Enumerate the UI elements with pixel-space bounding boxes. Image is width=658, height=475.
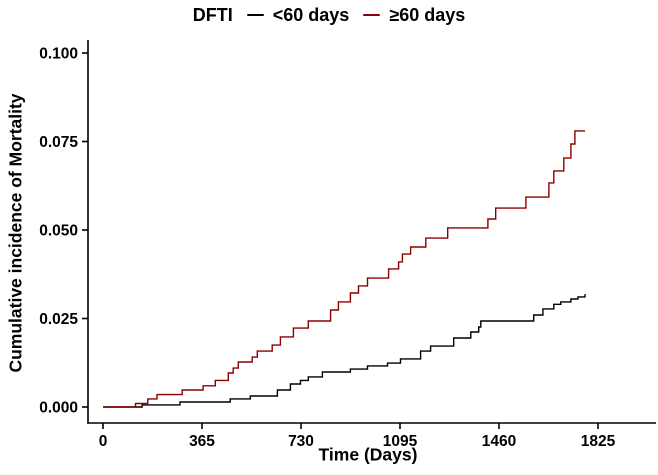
legend-key-line-darkred-icon xyxy=(363,13,381,17)
x-axis-title: Time (Days) xyxy=(318,444,418,465)
svg-text:1825: 1825 xyxy=(581,433,616,450)
svg-text:1460: 1460 xyxy=(482,433,516,450)
legend-label-lt60: <60 days xyxy=(272,4,350,25)
svg-text:365: 365 xyxy=(189,433,215,450)
svg-text:0.050: 0.050 xyxy=(39,223,78,240)
y-axis-title: Cumulative incidence of Mortality xyxy=(5,93,26,373)
legend-item-lt60: <60 days xyxy=(246,4,350,26)
legend-label-ge60: ≥60 days xyxy=(389,4,466,25)
svg-text:0.075: 0.075 xyxy=(39,134,78,151)
svg-text:730: 730 xyxy=(288,433,314,450)
legend-item-ge60: ≥60 days xyxy=(363,5,465,26)
svg-text:1095: 1095 xyxy=(383,433,418,450)
legend-key-line-black-icon xyxy=(246,13,264,17)
legend-title: DFTI xyxy=(192,4,233,25)
svg-text:0.000: 0.000 xyxy=(39,400,78,417)
svg-text:0.100: 0.100 xyxy=(39,46,78,63)
svg-text:0: 0 xyxy=(99,433,108,450)
svg-text:0.025: 0.025 xyxy=(39,311,78,328)
legend: DFTI <60 days ≥60 days xyxy=(0,2,658,28)
